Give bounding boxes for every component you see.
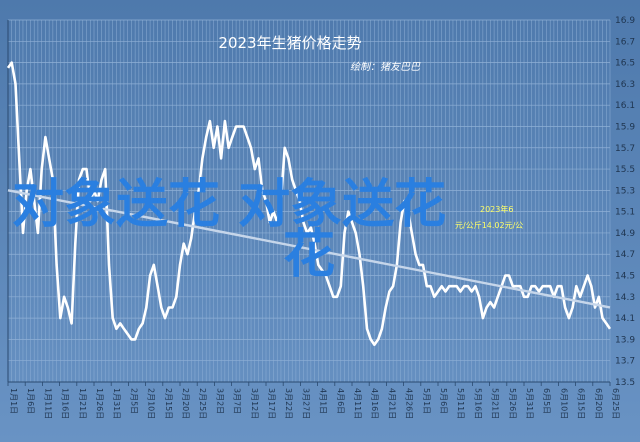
x-tick-label: 6月10日	[559, 388, 568, 419]
x-tick-label: 5月26日	[508, 388, 517, 419]
y-tick-label: 16.5	[615, 59, 635, 69]
series-layer	[6, 61, 612, 346]
chart-subtitle: 绘制：猪友巴巴	[350, 61, 421, 73]
x-tick-label: 6月20日	[594, 388, 603, 419]
x-tick-label: 6月15日	[577, 388, 586, 419]
x-tick-label: 3月7日	[233, 388, 242, 414]
y-tick-label: 15.1	[615, 208, 635, 218]
x-tick-label: 4月1日	[319, 388, 328, 414]
chart-title: 2023年生猪价格走势	[218, 34, 361, 52]
x-tick-label: 5月31日	[525, 388, 534, 419]
x-tick-label: 3月12日	[250, 388, 259, 419]
x-tick-label: 1月1日	[9, 388, 18, 414]
x-tick-label: 4月16日	[370, 388, 379, 419]
trend-line	[7, 189, 611, 309]
x-tick-label: 1月21日	[78, 388, 87, 419]
x-tick-label: 1月6日	[26, 388, 35, 414]
gridlines	[7, 19, 611, 383]
y-tick-label: 14.9	[615, 229, 635, 239]
y-tick-label: 14.7	[615, 250, 635, 260]
x-tick-label: 5月1日	[422, 388, 431, 414]
x-tick-label: 2月15日	[164, 388, 173, 419]
y-tick-label: 16.1	[615, 101, 635, 111]
y-tick-label: 13.7	[615, 357, 635, 367]
x-tick-label: 5月6日	[439, 388, 448, 414]
x-tick-label: 1月26日	[95, 388, 104, 419]
y-tick-label: 15.7	[615, 144, 635, 154]
x-tick-label: 2月20日	[181, 388, 190, 419]
y-tick-label: 15.9	[615, 122, 635, 132]
x-axis: 1月1日 1月6日 1月11日 1月16日 1月21日 1月26日 1月31日 2月5日 2月1…	[7, 381, 620, 419]
x-tick-label: 4月6日	[336, 388, 345, 414]
x-tick-label: 3月27日	[301, 388, 310, 419]
y-tick-label: 13.5	[615, 378, 635, 388]
x-tick-label: 4月21日	[387, 388, 396, 419]
x-tick-label: 3月2日	[215, 388, 224, 414]
y-tick-label: 16.9	[615, 16, 635, 26]
y-tick-label: 13.9	[615, 335, 635, 345]
x-tick-label: 1月11日	[43, 388, 52, 419]
y-tick-label: 16.3	[615, 80, 635, 90]
x-tick-label: 5月16日	[473, 388, 482, 419]
y-axis: 13.5 13.7 13.9 14.1 14.3 14.5 14.7 14.9 15.1 15.3…	[7, 16, 635, 388]
y-tick-label: 14.1	[615, 314, 635, 324]
y-tick-label: 15.3	[615, 186, 635, 196]
y-tick-label: 15.5	[615, 165, 635, 175]
x-tick-label: 1月31日	[112, 388, 121, 419]
y-tick-label: 16.7	[615, 37, 635, 47]
x-tick-label: 3月17日	[267, 388, 276, 419]
x-tick-label: 2月10日	[147, 388, 156, 419]
x-tick-label: 3月22日	[284, 388, 293, 419]
watermark: 对象送花 对象送花	[12, 175, 446, 235]
annotation-price: 元/公斤14.02元/公	[455, 220, 523, 230]
y-tick-label: 14.5	[615, 272, 635, 282]
price-line	[6, 61, 612, 346]
x-tick-label: 5月11日	[456, 388, 465, 419]
x-tick-label: 5月21日	[491, 388, 500, 419]
x-tick-label: 2月25日	[198, 388, 207, 419]
y-tick-label: 14.3	[615, 293, 635, 303]
x-tick-label: 2月5日	[129, 388, 138, 414]
annotation-date: 2023年6	[480, 204, 513, 214]
x-tick-label: 4月11日	[353, 388, 362, 419]
x-tick-label: 1月16日	[61, 388, 70, 419]
x-tick-label: 6月5日	[542, 388, 551, 414]
watermark-extra: 花	[283, 225, 335, 285]
x-tick-label: 6月25日	[611, 388, 620, 419]
x-tick-label: 4月26日	[405, 388, 414, 419]
